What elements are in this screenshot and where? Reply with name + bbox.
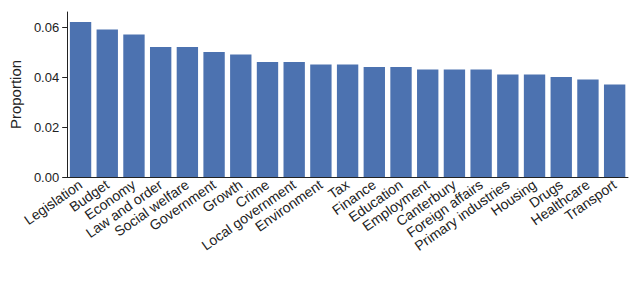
svg-text:Crime: Crime — [232, 176, 273, 211]
svg-text:Environment: Environment — [252, 176, 326, 234]
svg-text:Transport: Transport — [561, 176, 619, 223]
svg-text:0.00: 0.00 — [34, 170, 59, 185]
svg-text:Growth: Growth — [199, 176, 246, 216]
svg-text:Budget: Budget — [66, 176, 112, 215]
svg-text:Foreign affairs: Foreign affairs — [403, 176, 486, 241]
svg-text:Local government: Local government — [198, 176, 299, 254]
svg-text:0.06: 0.06 — [34, 20, 59, 35]
svg-text:Housing: Housing — [487, 176, 540, 219]
svg-text:Law and order: Law and order — [82, 176, 166, 241]
svg-text:Government: Government — [146, 176, 219, 234]
svg-text:Economy: Economy — [81, 176, 139, 223]
svg-text:0.02: 0.02 — [34, 120, 59, 135]
svg-text:Social welfare: Social welfare — [111, 176, 192, 240]
svg-text:Employment: Employment — [359, 176, 433, 235]
svg-text:Canterbury: Canterbury — [393, 176, 459, 230]
svg-text:Healthcare: Healthcare — [527, 176, 593, 229]
svg-text:Finance: Finance — [328, 176, 379, 219]
svg-text:Proportion: Proportion — [7, 60, 24, 129]
svg-text:0.04: 0.04 — [34, 70, 59, 85]
svg-text:Education: Education — [345, 176, 406, 226]
svg-text:Primary industries: Primary industries — [411, 176, 513, 254]
svg-text:Drugs: Drugs — [526, 176, 566, 211]
svg-text:Tax: Tax — [325, 176, 353, 203]
svg-text:Legislation: Legislation — [21, 176, 86, 228]
